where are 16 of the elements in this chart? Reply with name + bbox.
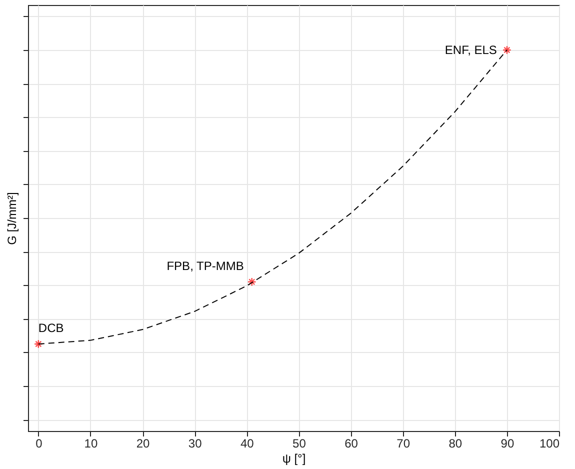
x-axis-title: ψ [°] (282, 452, 306, 466)
x-tick-label: 70 (396, 436, 410, 450)
annotation: FPB, TP-MMB (166, 258, 244, 273)
x-tick-label: 10 (84, 436, 98, 450)
x-tick-label: 100 (539, 436, 560, 450)
x-tick-label: 40 (240, 436, 254, 450)
x-tick-label: 90 (500, 436, 514, 450)
x-tick-label: 0 (36, 436, 43, 450)
x-tick-label: 60 (344, 436, 358, 450)
x-tick-label: 30 (188, 436, 202, 450)
x-tick-label: 80 (448, 436, 462, 450)
x-tick-label: 50 (292, 436, 306, 450)
annotation: DCB (38, 321, 64, 335)
y-axis-title: G [J/mm²] (5, 192, 19, 245)
annotation: ENF, ELS (444, 43, 497, 57)
x-tick-label: 20 (136, 436, 150, 450)
